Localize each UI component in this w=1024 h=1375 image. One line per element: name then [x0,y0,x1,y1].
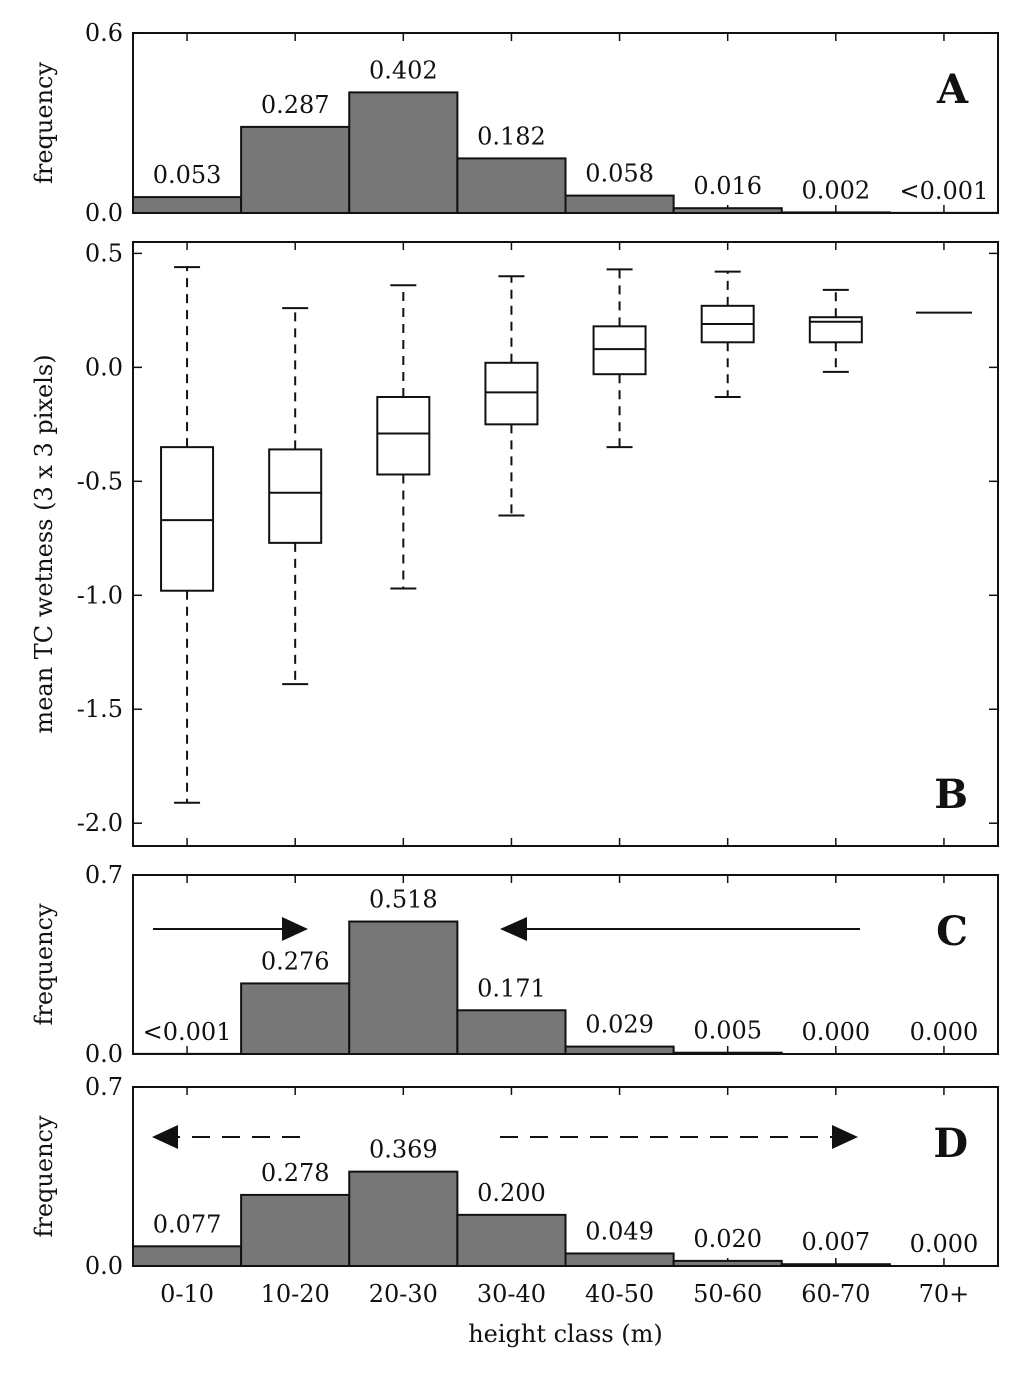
bar-value-label: 0.077 [153,1210,222,1238]
x-tick-label: 0-10 [160,1280,214,1308]
bar-value-label: 0.000 [910,1230,979,1258]
bar-20-30 [349,92,457,213]
y-axis-label: frequency [30,1115,58,1237]
bar-60-70 [782,212,890,213]
bar-value-label: 0.000 [910,1018,979,1046]
iqr-box [269,449,321,542]
iqr-box [377,397,429,474]
bar-value-label: 0.171 [477,974,546,1002]
arrow-right-head [282,917,308,941]
bar-20-30 [349,1172,457,1266]
bar-value-label: 0.016 [693,172,762,200]
x-tick-label: 30-40 [477,1280,546,1308]
bar-40-50 [566,1047,674,1054]
bar-30-40 [457,1215,565,1266]
bar-value-label: 0.200 [477,1179,546,1207]
bar-value-label: <0.001 [143,1018,232,1046]
y-tick-label: 0.0 [85,199,123,227]
iqr-box [594,326,646,374]
bar-10-20 [241,983,349,1054]
y-tick-label: -2.0 [77,809,123,837]
y-tick-label: 0.6 [85,19,123,47]
panel-frame [133,242,998,846]
box-50-60 [702,272,754,397]
bar-value-label: 0.276 [261,947,330,975]
arrow-left-head [500,917,527,941]
box-60-70 [810,290,862,372]
bar-40-50 [566,1253,674,1266]
bar-60-70 [782,1264,890,1266]
panel-b [133,242,998,846]
panel-letter: D [933,1120,968,1167]
bar-20-30 [349,922,457,1054]
x-tick-label: 60-70 [801,1280,870,1308]
bar-0-10 [133,197,241,213]
x-tick-label: 70+ [919,1280,970,1308]
bar-value-label: 0.278 [261,1159,330,1187]
panel-letter: B [934,771,968,818]
bar-value-label: 0.182 [477,122,546,150]
y-axis-label: mean TC wetness (3 x 3 pixels) [30,354,58,733]
bar-30-40 [457,158,565,213]
x-tick-label: 40-50 [585,1280,654,1308]
y-axis-label: frequency [30,62,58,184]
bar-value-label: 0.058 [585,160,654,188]
bar-10-20 [241,1195,349,1266]
box-10-20 [269,308,321,684]
bar-value-label: 0.369 [369,1136,438,1164]
y-tick-label: 0.5 [85,239,123,267]
box-30-40 [485,276,537,515]
box-20-30 [377,285,429,588]
box-0-10 [161,267,213,803]
bar-value-label: 0.402 [369,56,438,84]
y-tick-label: -1.0 [77,581,123,609]
bar-value-label: 0.053 [153,161,222,189]
panel-letter: C [936,908,968,955]
y-tick-label: -1.5 [77,695,123,723]
iqr-box [485,363,537,425]
bar-value-label: 0.002 [801,176,870,204]
x-tick-label: 10-20 [261,1280,330,1308]
bar-0-10 [133,1246,241,1266]
y-tick-label: 0.0 [85,1252,123,1280]
iqr-box [161,447,213,591]
y-tick-label: 0.0 [85,1040,123,1068]
bar-value-label: <0.001 [900,177,989,205]
bar-value-label: 0.007 [801,1228,870,1256]
arrow-left-head [152,1125,178,1149]
y-axis-label: frequency [30,903,58,1025]
bar-value-label: 0.029 [585,1011,654,1039]
bar-value-label: 0.518 [369,886,438,914]
y-tick-label: 0.0 [85,353,123,381]
bar-value-label: 0.005 [693,1017,762,1045]
y-tick-label: -0.5 [77,467,123,495]
x-tick-label: 20-30 [369,1280,438,1308]
bar-40-50 [566,196,674,213]
bar-50-60 [674,1261,782,1266]
arrow-right-head [832,1125,858,1149]
bar-30-40 [457,1010,565,1054]
bar-value-label: 0.000 [801,1018,870,1046]
y-tick-label: 0.7 [85,861,123,889]
bar-value-label: 0.049 [585,1217,654,1245]
x-axis-label: height class (m) [468,1320,663,1348]
bar-50-60 [674,208,782,213]
bar-value-label: 0.287 [261,91,330,119]
box-40-50 [594,269,646,447]
bar-10-20 [241,127,349,213]
bar-50-60 [674,1053,782,1054]
panel-letter: A [936,66,969,113]
x-tick-label: 50-60 [693,1280,762,1308]
y-tick-label: 0.7 [85,1073,123,1101]
bar-value-label: 0.020 [693,1225,762,1253]
